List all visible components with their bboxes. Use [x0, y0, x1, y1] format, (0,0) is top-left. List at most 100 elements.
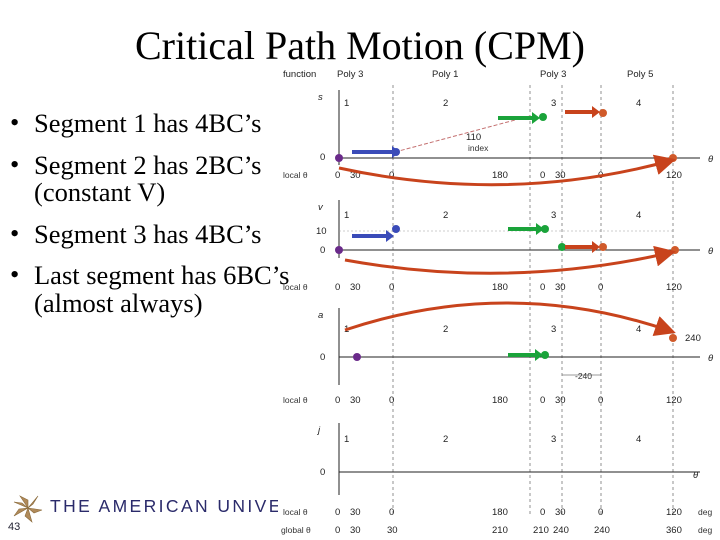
- bullet-text: Last segment has 6BC’s (almost always): [34, 260, 290, 318]
- bc-point: [541, 351, 549, 359]
- segment-number: 2: [443, 98, 448, 109]
- poly-label: Poly 3: [337, 69, 363, 80]
- tick-label: 0: [335, 507, 340, 518]
- university-name: THE AMERICAN UNIVERSIT: [50, 496, 278, 516]
- bullet-item: • Segment 3 has 4BC’s: [6, 219, 306, 249]
- local-theta-row: local θ 0 30 0 180 0 30 0 120: [283, 282, 682, 293]
- arrow-head: [386, 230, 394, 242]
- arrow-head: [532, 112, 540, 124]
- bc-point: [335, 154, 343, 162]
- curved-arrow: [344, 245, 676, 275]
- bullet-icon: •: [10, 259, 20, 289]
- boundary-condition-markers: [335, 109, 679, 361]
- tick-label: 180: [492, 395, 508, 406]
- local-theta-row: local θ 0 30 0 180 0 30 0 120 deg: [283, 507, 712, 518]
- university-logo-icon: [13, 495, 43, 523]
- tick-label: 0: [335, 282, 340, 293]
- tick-label: 30: [555, 507, 566, 518]
- tick-label: 0: [540, 507, 545, 518]
- bc-point: [335, 246, 343, 254]
- bullet-text: Segment 2 has 2BC’s (constant V): [34, 149, 262, 207]
- tick-label: 180: [492, 170, 508, 181]
- bc-arrows: [338, 106, 676, 361]
- axis-value: 0: [320, 352, 325, 363]
- displacement-panel: s 0 θ 1 2 3 4 110 index: [318, 90, 714, 165]
- annotation: index: [468, 143, 489, 153]
- annotation: -240: [575, 371, 592, 381]
- axis-end-label: θ: [708, 246, 714, 257]
- tick-label: 30: [555, 395, 566, 406]
- bc-point: [353, 353, 361, 361]
- segment-number: 3: [551, 210, 556, 221]
- tick-label: 360: [666, 525, 682, 536]
- tick-label: 0: [389, 170, 394, 181]
- local-theta-label: local θ: [283, 395, 308, 405]
- bc-point: [599, 243, 607, 251]
- arrow-head: [592, 106, 600, 118]
- tick-label: 0: [335, 395, 340, 406]
- velocity-panel: v 10 0 θ 1 2 3 4: [316, 200, 714, 258]
- bc-point: [669, 334, 677, 342]
- axis-label: j: [316, 425, 321, 436]
- axis-value: 0: [320, 152, 325, 163]
- tick-label: 30: [350, 507, 361, 518]
- poly-label: Poly 3: [540, 69, 566, 80]
- segment-number: 4: [636, 324, 641, 335]
- bullet-text: Segment 1 has 4BC’s: [34, 108, 262, 138]
- bullet-item: • Last segment has 6BC’s (almost always): [6, 259, 306, 318]
- bullet-list: • Segment 1 has 4BC’s • Segment 2 has 2BC’…: [6, 107, 306, 331]
- global-theta-label: global θ: [281, 525, 311, 535]
- axis-label: s: [318, 92, 323, 103]
- bullet-icon: •: [10, 107, 20, 137]
- local-theta-row: local θ 0 30 0 180 0 30 0 120: [283, 395, 682, 406]
- segment-number: 3: [551, 98, 556, 109]
- segment-number: 3: [551, 324, 556, 335]
- tick-label: 120: [666, 395, 682, 406]
- arrow-head: [392, 146, 400, 158]
- arrow-head: [592, 241, 600, 253]
- segment-number: 3: [551, 434, 556, 445]
- segment-number: 1: [344, 210, 349, 221]
- unit-label: deg: [698, 525, 712, 535]
- tick-label: 0: [598, 282, 603, 293]
- tick-label: 30: [350, 170, 361, 181]
- segment-number: 2: [443, 324, 448, 335]
- bullet-item: • Segment 1 has 4BC’s: [6, 107, 306, 138]
- bc-point: [599, 109, 607, 117]
- tick-label: 120: [666, 507, 682, 518]
- tick-label: 0: [335, 170, 340, 181]
- curved-arrow: [344, 301, 676, 336]
- tick-label: 210: [492, 525, 508, 536]
- tick-label: 30: [555, 282, 566, 293]
- ramp-line: [394, 115, 531, 153]
- tick-label: 0: [540, 282, 545, 293]
- bullet-item: • Segment 2 has 2BC’s (constant V): [6, 148, 306, 207]
- bc-point: [541, 225, 549, 233]
- global-theta-row: global θ 0 30 30 210 210 240 240 360 deg: [281, 525, 712, 536]
- tick-label: 0: [335, 525, 340, 536]
- tick-label: 30: [350, 395, 361, 406]
- segment-number: 2: [443, 210, 448, 221]
- tick-label: 30: [350, 282, 361, 293]
- tick-label: 120: [666, 170, 682, 181]
- cpm-diagram: function Poly 3 Poly 1 Poly 3 Poly 5 s 0…: [281, 69, 714, 536]
- tick-label: 0: [389, 282, 394, 293]
- segment-number: 2: [443, 434, 448, 445]
- tick-label: 240: [594, 525, 610, 536]
- segment-number: 1: [344, 98, 349, 109]
- axis-end-label: θ: [708, 154, 714, 165]
- slide-title: Critical Path Motion (CPM): [135, 23, 585, 68]
- tick-label: 30: [350, 525, 361, 536]
- bc-point: [539, 113, 547, 121]
- axis-value: 0: [320, 245, 325, 256]
- axis-label: v: [318, 202, 324, 213]
- segment-number: 4: [636, 98, 641, 109]
- tick-label: 210: [533, 525, 549, 536]
- curved-arrow: [338, 154, 676, 187]
- page-number: 43: [8, 521, 21, 533]
- bc-point: [558, 243, 566, 251]
- arrow-head: [536, 223, 544, 235]
- local-theta-label: local θ: [283, 282, 308, 292]
- tick-label: 0: [540, 395, 545, 406]
- bullet-icon: •: [10, 148, 20, 179]
